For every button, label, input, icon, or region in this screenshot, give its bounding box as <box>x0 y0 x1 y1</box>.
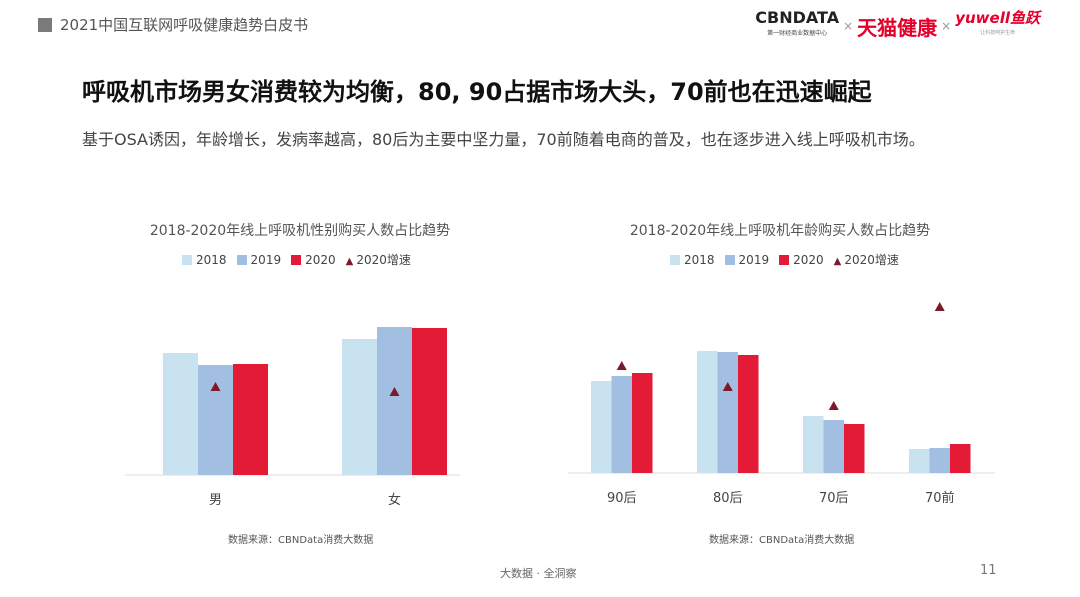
chart-title: 2018-2020年线上呼吸机性别购买人数占比趋势 <box>149 223 451 239</box>
bar-2019 <box>198 365 233 475</box>
subtitle: 基于OSA诱因，年龄增长，发病率越高，80后为主要中坚力量，70前随着电商的普及… <box>82 130 925 149</box>
x-tick-label: 80后 <box>713 491 743 506</box>
growth-marker <box>389 387 400 396</box>
legend-label: 2018 <box>684 252 715 267</box>
legend-label: 2020 <box>793 252 824 267</box>
legend-item: 2018 <box>182 253 227 267</box>
legend-swatch <box>182 254 192 265</box>
x-tick-label: 女 <box>388 492 401 508</box>
legend-item: 2019 <box>236 252 282 267</box>
growth-marker <box>616 361 627 370</box>
bar-2018 <box>803 416 824 473</box>
triangle-marker-icon: ▲ <box>833 256 842 267</box>
headline: 呼吸机市场男女消费较为均衡，80, 90占据市场大头，70前也在迅速崛起 <box>82 78 872 106</box>
legend-item: 2020 <box>291 253 336 267</box>
report-title: 2021中国互联网呼吸健康趋势白皮书 <box>60 16 309 34</box>
separator: × <box>843 19 854 33</box>
bar-2019 <box>929 448 950 473</box>
legend-item: 2020 <box>779 253 824 267</box>
bar-2019 <box>823 420 844 473</box>
legend-swatch <box>779 254 790 265</box>
legend-item: ▲ 2020增速 <box>834 251 899 268</box>
legend-label: 2020增速 <box>356 253 411 267</box>
bar-2020 <box>738 355 759 473</box>
legend: 2018 2019 2020 ▲ 2020增速 <box>182 251 411 268</box>
growth-marker <box>722 382 733 391</box>
growth-marker <box>210 382 221 391</box>
bar-2020 <box>412 328 447 475</box>
yuwell-logo: yuwell鱼跃 让科技呵护生命 <box>955 9 1040 37</box>
bar-2018 <box>909 449 930 473</box>
x-tick-label: 70后 <box>819 491 849 506</box>
legend-swatch <box>670 254 680 265</box>
bar-2018 <box>342 339 377 475</box>
report-header: 2021中国互联网呼吸健康趋势白皮书 <box>38 14 308 35</box>
legend-swatch <box>724 254 735 265</box>
legend-swatch <box>291 254 302 265</box>
legend-label: 2020增速 <box>844 253 899 267</box>
growth-marker <box>934 302 945 311</box>
bar-2019 <box>717 352 738 473</box>
bar-2020 <box>950 444 971 473</box>
bar-2018 <box>591 381 612 473</box>
growth-marker <box>828 401 839 410</box>
legend-item: 2019 <box>724 252 770 267</box>
bar-2020 <box>233 364 268 475</box>
bar-2020 <box>632 373 653 473</box>
separator: × <box>941 19 952 33</box>
legend-label: 2019 <box>250 252 282 267</box>
x-tick-label: 70前 <box>925 490 955 506</box>
legend-item: 2018 <box>670 253 715 267</box>
x-tick-label: 90后 <box>607 491 637 506</box>
partner-logos: CBNDATA 第一财经商业数据中心 × 天猫健康 × yuwell鱼跃 让科技呵护… <box>755 10 1040 42</box>
footer-tagline: 大数据 · 全洞察 <box>500 567 577 580</box>
legend-label: 2020 <box>305 252 336 267</box>
legend-item: ▲ 2020增速 <box>346 251 411 268</box>
bar-2018 <box>163 353 198 475</box>
triangle-marker-icon: ▲ <box>345 256 354 267</box>
legend-swatch <box>236 254 247 265</box>
legend-label: 2019 <box>738 252 770 267</box>
legend-label: 2018 <box>196 252 227 267</box>
cbndata-logo: CBNDATA 第一财经商业数据中心 <box>755 8 840 38</box>
legend: 2018 2019 2020 ▲ 2020增速 <box>670 251 899 268</box>
chart-title: 2018-2020年线上呼吸机年龄购买人数占比趋势 <box>629 223 931 239</box>
data-source: 数据来源：CBNData消费大数据 <box>709 535 855 546</box>
bar-2018 <box>697 351 718 473</box>
x-tick-label: 男 <box>209 493 222 508</box>
bar-2019 <box>611 376 632 473</box>
data-source: 数据来源：CBNData消费大数据 <box>228 535 374 546</box>
page-number: 11 <box>980 563 997 578</box>
bar-2020 <box>844 424 865 473</box>
bar-2019 <box>377 327 412 475</box>
tmall-health-logo: 天猫健康 <box>857 15 938 40</box>
header-square-icon <box>38 17 52 32</box>
